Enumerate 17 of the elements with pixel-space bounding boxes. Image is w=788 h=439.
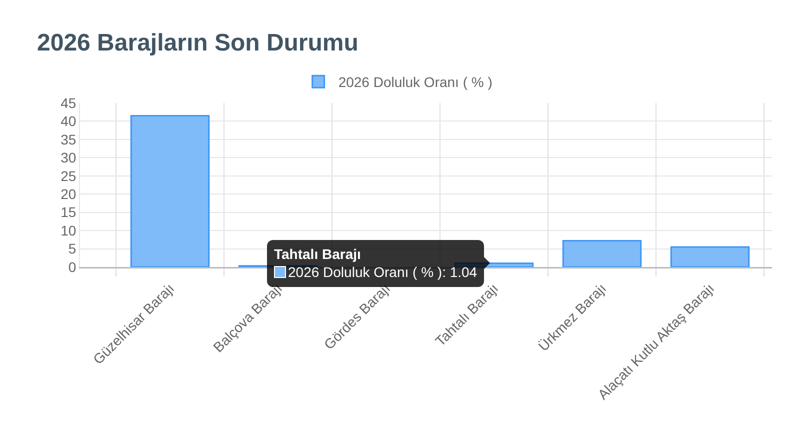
y-tick-label: 35 — [60, 131, 76, 148]
y-tick-label: 40 — [60, 113, 76, 130]
bar — [130, 115, 210, 267]
tooltip: Tahtalı Barajı 2026 Doluluk Oranı ( % ): 1.04 — [267, 240, 490, 287]
annotation: Tahtalı Barajı 2026 Doluluk Oranı ( % ): 1.04 — [274, 244, 478, 280]
y-tick-label: 15 — [60, 204, 76, 220]
y-tick-label: 10 — [60, 222, 76, 238]
y-tick-label: 45 — [60, 94, 76, 111]
legend-label: 2026 Doluluk Oranı ( % ) — [338, 74, 492, 90]
y-tick-label: 30 — [60, 150, 76, 166]
y-tick-label: 5 — [68, 240, 76, 257]
y-tick-label: 0 — [68, 258, 76, 275]
y-tick-label: 20 — [60, 186, 76, 202]
y-tick-label: 25 — [60, 168, 76, 184]
chart-title: 2026 Barajların Son Durumu — [37, 29, 358, 56]
bar — [670, 246, 750, 267]
bar — [562, 240, 642, 267]
